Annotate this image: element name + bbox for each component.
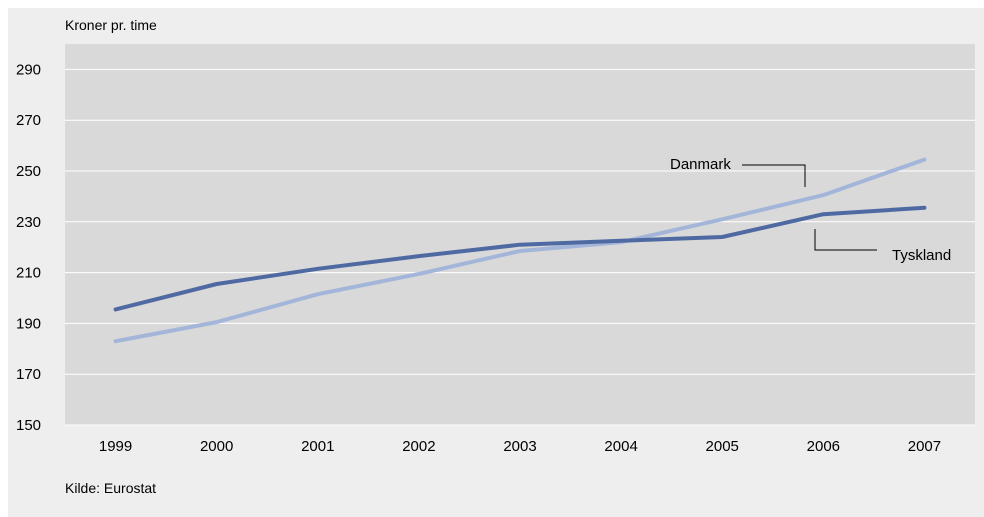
x-tick-label: 2002 bbox=[402, 438, 435, 455]
x-tick-label: 2005 bbox=[706, 438, 739, 455]
series-label-tyskland: Tyskland bbox=[892, 247, 951, 264]
line-chart: Kroner pr. time 150 170 190 210 230 250 270 290… bbox=[16, 17, 975, 496]
x-tick-label: 1999 bbox=[99, 438, 132, 455]
series-lines bbox=[113, 157, 927, 344]
chart-frame: Kroner pr. time 150 170 190 210 230 250 270 290… bbox=[8, 8, 984, 517]
y-tick-label: 270 bbox=[16, 112, 41, 129]
series-label-danmark: Danmark bbox=[670, 156, 731, 173]
x-tick-label: 2007 bbox=[908, 438, 941, 455]
y-tick-label: 170 bbox=[16, 366, 41, 383]
x-tick-label: 2004 bbox=[604, 438, 637, 455]
y-tick-label: 150 bbox=[16, 417, 41, 434]
y-axis-ticks: 150 170 190 210 230 250 270 290 bbox=[16, 61, 41, 434]
x-tick-label: 2003 bbox=[503, 438, 536, 455]
x-tick-label: 2001 bbox=[301, 438, 334, 455]
series-line-tyskland bbox=[113, 205, 927, 312]
y-tick-label: 210 bbox=[16, 265, 41, 282]
x-axis-ticks: 1999 2000 2001 2002 2003 2004 2005 2006 2007 bbox=[99, 438, 941, 455]
y-tick-label: 250 bbox=[16, 163, 41, 180]
leader-line-danmark bbox=[742, 164, 806, 187]
y-tick-label: 190 bbox=[16, 315, 41, 332]
y-tick-label: 230 bbox=[16, 214, 41, 231]
x-tick-label: 2000 bbox=[200, 438, 233, 455]
source-note: Kilde: Eurostat bbox=[65, 480, 156, 496]
plot-area bbox=[65, 44, 975, 425]
x-tick-label: 2006 bbox=[807, 438, 840, 455]
y-tick-label: 290 bbox=[16, 61, 41, 78]
series-line-danmark bbox=[113, 157, 927, 344]
leader-line-tyskland bbox=[814, 229, 877, 251]
series-labels: Danmark Tyskland bbox=[670, 156, 951, 264]
y-axis-unit-label: Kroner pr. time bbox=[65, 17, 157, 33]
